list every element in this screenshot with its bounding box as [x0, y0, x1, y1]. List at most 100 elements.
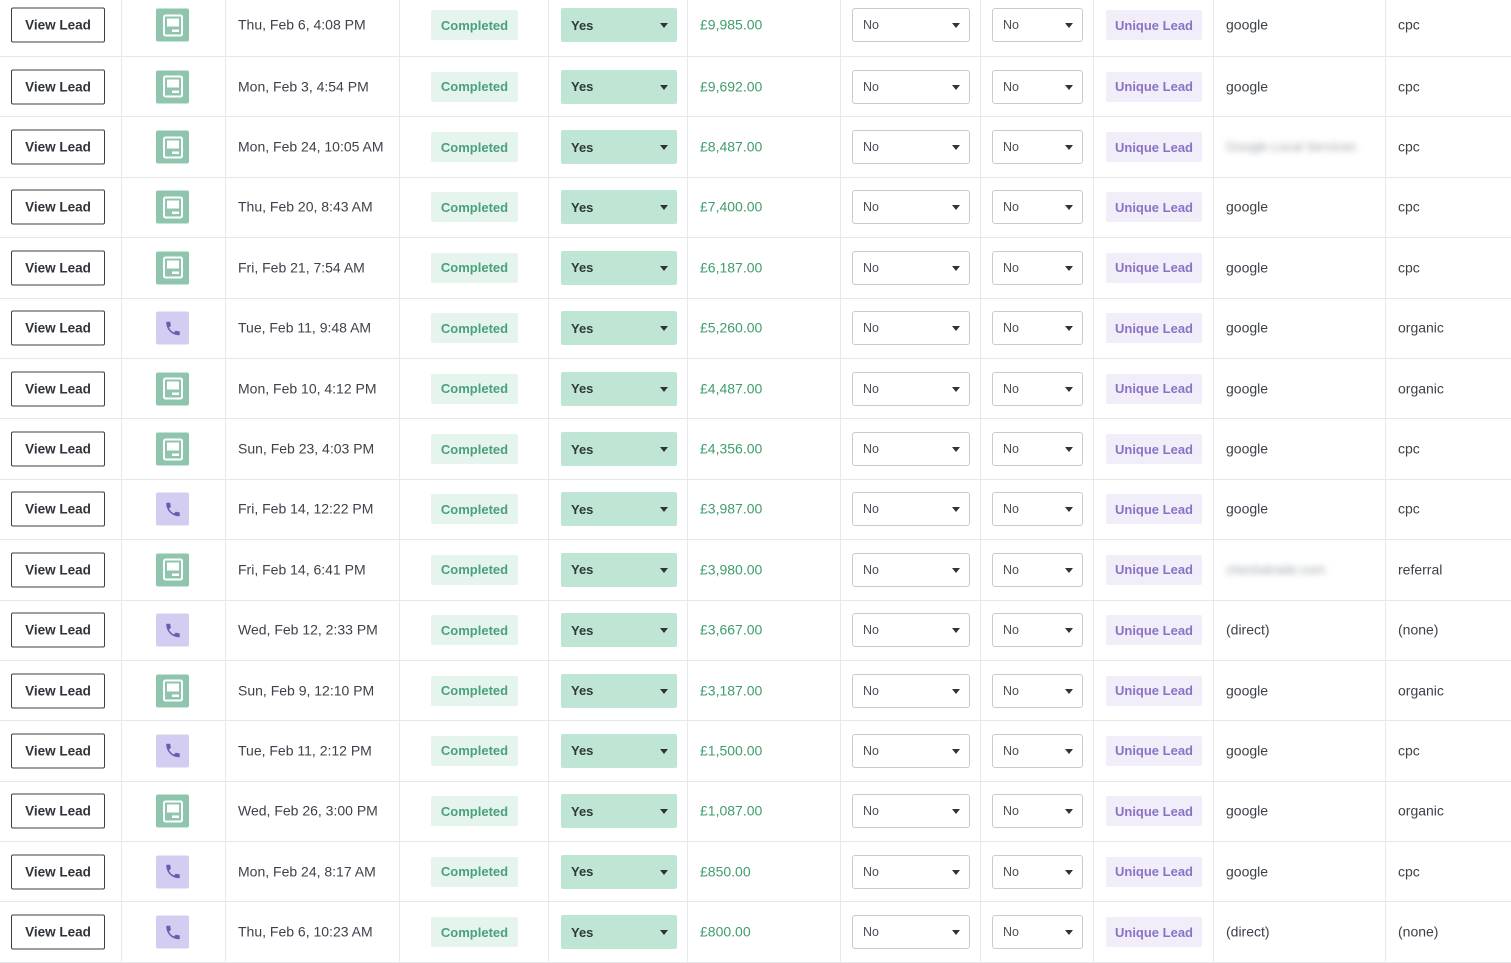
- chevron-down-icon: [1065, 145, 1073, 151]
- qualified-select[interactable]: Yes: [561, 8, 677, 42]
- option-select-2[interactable]: No: [992, 190, 1083, 225]
- qualified-select[interactable]: Yes: [561, 130, 677, 165]
- lead-source: Google Local Services: [1226, 138, 1357, 154]
- option-select-2[interactable]: No: [992, 613, 1083, 648]
- status-badge: Completed: [431, 71, 518, 102]
- chevron-down-icon: [1065, 748, 1073, 754]
- qualified-select[interactable]: Yes: [561, 371, 677, 406]
- view-lead-button[interactable]: View Lead: [11, 310, 105, 346]
- qualified-select[interactable]: Yes: [561, 250, 677, 285]
- option-select-2[interactable]: No: [992, 69, 1083, 104]
- lead-source: google: [1226, 802, 1269, 819]
- option-select-1[interactable]: No: [852, 794, 970, 829]
- option-select-2-value: No: [1003, 442, 1019, 457]
- lead-date: Thu, Feb 6, 4:08 PM: [238, 16, 366, 33]
- option-select-2[interactable]: No: [992, 492, 1083, 527]
- view-lead-button[interactable]: View Lead: [11, 69, 105, 105]
- option-select-2[interactable]: No: [992, 733, 1083, 768]
- option-select-1[interactable]: No: [852, 250, 970, 285]
- lead-value: £7,400.00: [700, 198, 763, 215]
- option-select-2[interactable]: No: [992, 854, 1083, 889]
- option-select-2[interactable]: No: [992, 311, 1083, 346]
- unique-lead-badge: Unique Lead: [1106, 313, 1202, 344]
- qualified-select[interactable]: Yes: [561, 915, 677, 950]
- qualified-select[interactable]: Yes: [561, 613, 677, 648]
- option-select-2[interactable]: No: [992, 371, 1083, 406]
- form-icon: [156, 372, 189, 406]
- option-select-2[interactable]: No: [992, 794, 1083, 829]
- lead-medium: cpc: [1398, 440, 1420, 457]
- option-select-1[interactable]: No: [852, 311, 970, 346]
- unique-lead-badge: Unique Lead: [1106, 10, 1202, 40]
- option-select-1[interactable]: No: [852, 8, 970, 42]
- option-select-1[interactable]: No: [852, 69, 970, 104]
- qualified-select[interactable]: Yes: [561, 552, 677, 587]
- option-select-2-value: No: [1003, 18, 1019, 32]
- qualified-select-value: Yes: [571, 79, 594, 95]
- lead-source: google: [1226, 681, 1269, 698]
- view-lead-button[interactable]: View Lead: [11, 371, 105, 407]
- qualified-select[interactable]: Yes: [561, 794, 677, 829]
- form-icon: [156, 8, 189, 42]
- view-lead-button[interactable]: View Lead: [11, 431, 105, 467]
- unique-lead-badge: Unique Lead: [1106, 796, 1202, 827]
- lead-medium: cpc: [1398, 198, 1420, 215]
- view-lead-button[interactable]: View Lead: [11, 733, 105, 769]
- form-icon: [156, 190, 189, 224]
- view-lead-button[interactable]: View Lead: [11, 250, 105, 286]
- option-select-2-value: No: [1003, 925, 1019, 940]
- qualified-select[interactable]: Yes: [561, 190, 677, 225]
- option-select-1[interactable]: No: [852, 854, 970, 889]
- option-select-2[interactable]: No: [992, 250, 1083, 285]
- qualified-select[interactable]: Yes: [561, 733, 677, 768]
- option-select-2[interactable]: No: [992, 915, 1083, 950]
- view-lead-button[interactable]: View Lead: [11, 189, 105, 225]
- qualified-select[interactable]: Yes: [561, 492, 677, 527]
- chevron-down-icon: [660, 688, 668, 694]
- qualified-select[interactable]: Yes: [561, 673, 677, 708]
- unique-lead-badge: Unique Lead: [1106, 917, 1202, 948]
- lead-medium: cpc: [1398, 78, 1420, 95]
- qualified-select-value: Yes: [571, 441, 594, 457]
- option-select-2[interactable]: No: [992, 130, 1083, 165]
- option-select-1[interactable]: No: [852, 733, 970, 768]
- option-select-1[interactable]: No: [852, 190, 970, 225]
- option-select-2[interactable]: No: [992, 432, 1083, 467]
- qualified-select[interactable]: Yes: [561, 854, 677, 889]
- view-lead-button[interactable]: View Lead: [11, 129, 105, 165]
- option-select-1-value: No: [863, 864, 879, 879]
- table-row: View Lead Fri, Feb 21, 7:54 AM Completed…: [0, 238, 1511, 299]
- option-select-1[interactable]: No: [852, 552, 970, 587]
- status-badge: Completed: [431, 796, 518, 827]
- option-select-1[interactable]: No: [852, 673, 970, 708]
- status-badge: Completed: [431, 192, 518, 223]
- option-select-1[interactable]: No: [852, 130, 970, 165]
- chevron-down-icon: [660, 869, 668, 875]
- view-lead-button[interactable]: View Lead: [11, 552, 105, 588]
- view-lead-button[interactable]: View Lead: [11, 7, 105, 43]
- qualified-select[interactable]: Yes: [561, 69, 677, 104]
- chevron-down-icon: [952, 809, 960, 815]
- option-select-2[interactable]: No: [992, 552, 1083, 587]
- lead-source: google: [1226, 742, 1269, 759]
- qualified-select[interactable]: Yes: [561, 432, 677, 467]
- view-lead-button[interactable]: View Lead: [11, 612, 105, 648]
- view-lead-button[interactable]: View Lead: [11, 491, 105, 527]
- option-select-1[interactable]: No: [852, 432, 970, 467]
- unique-lead-badge: Unique Lead: [1106, 434, 1202, 465]
- view-lead-button[interactable]: View Lead: [11, 914, 105, 950]
- option-select-2[interactable]: No: [992, 673, 1083, 708]
- option-select-2[interactable]: No: [992, 8, 1083, 42]
- view-lead-button[interactable]: View Lead: [11, 793, 105, 829]
- view-lead-button[interactable]: View Lead: [11, 854, 105, 890]
- lead-value: £8,487.00: [700, 138, 763, 155]
- option-select-1[interactable]: No: [852, 915, 970, 950]
- status-badge: Completed: [431, 735, 518, 766]
- qualified-select[interactable]: Yes: [561, 311, 677, 346]
- option-select-1[interactable]: No: [852, 492, 970, 527]
- lead-source: (direct): [1226, 923, 1270, 940]
- view-lead-button[interactable]: View Lead: [11, 673, 105, 709]
- option-select-1[interactable]: No: [852, 371, 970, 406]
- lead-date: Wed, Feb 26, 3:00 PM: [238, 802, 378, 819]
- option-select-1[interactable]: No: [852, 613, 970, 648]
